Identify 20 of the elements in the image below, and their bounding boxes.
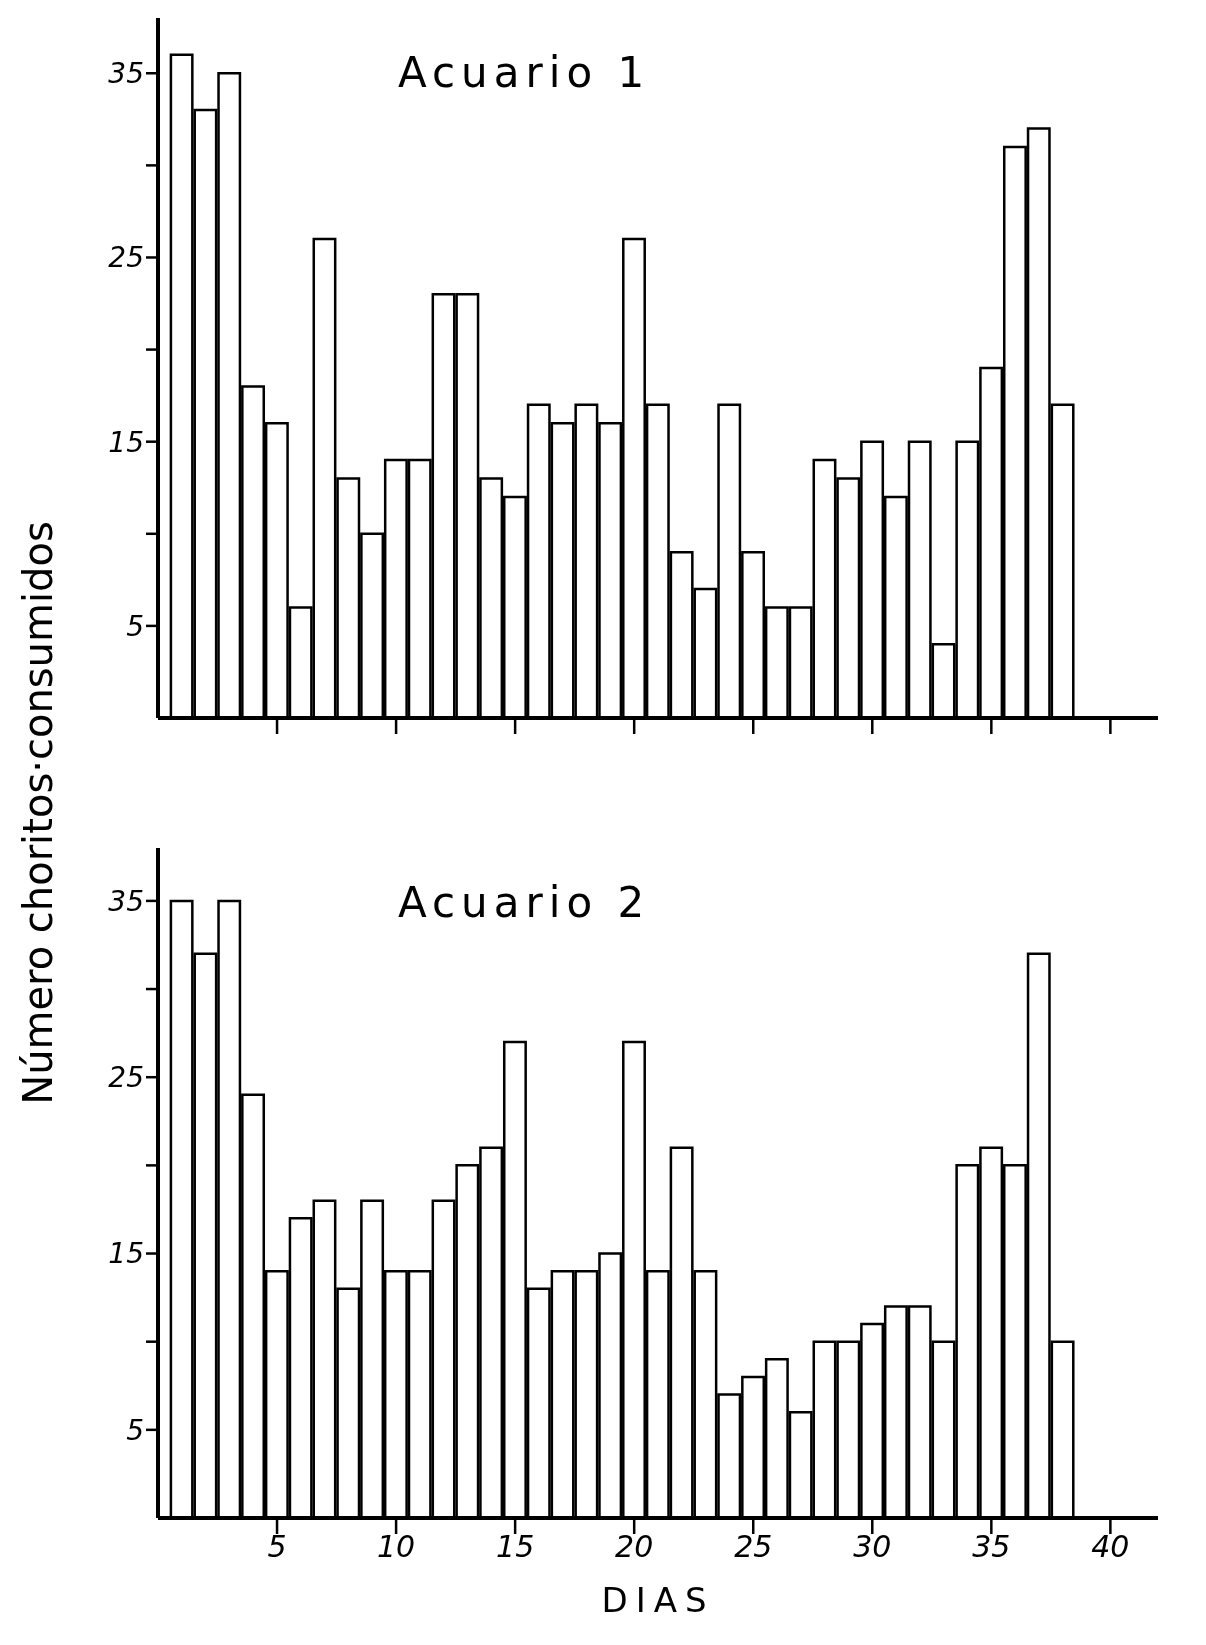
y-tick-label: 25 [108,1061,144,1095]
y-tick-label: 15 [108,425,144,459]
y-tick-label: 25 [108,241,144,275]
x-tick-label: 20 [615,1529,654,1565]
y-tick-label: 5 [126,609,144,643]
text: Acuario 1 [398,48,651,97]
x-tick-label: 5 [267,1529,287,1565]
y-tick-label: 15 [108,1237,144,1271]
x-tick-label: 30 [853,1529,892,1565]
y-tick-label: 5 [126,1413,144,1447]
y-axis-title: Número choritos·consumidos [15,521,62,1105]
x-tick-label: 40 [1091,1529,1130,1565]
text: Acuario 2 [398,878,651,927]
x-tick-label: 10 [377,1529,416,1565]
x-tick-label: 35 [972,1529,1011,1565]
y-tick-label: 35 [108,57,144,91]
x-axis-title: DIAS [601,1580,715,1620]
x-tick-label: 25 [734,1529,773,1565]
x-tick-label: 15 [496,1529,535,1565]
y-tick-label: 35 [108,884,144,918]
